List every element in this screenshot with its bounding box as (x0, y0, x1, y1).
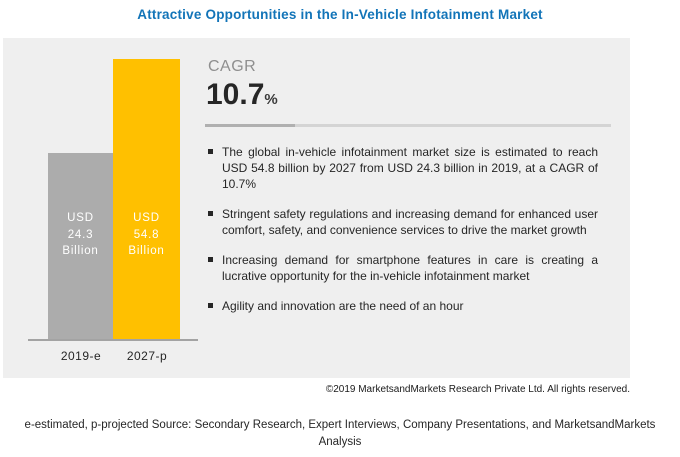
cagr-divider-line (205, 124, 611, 127)
bar-2027-label-line1: USD (133, 212, 160, 224)
bullet-text: Increasing demand for smartphone feature… (222, 253, 598, 283)
key-points-list: The global in-vehicle infotainment marke… (208, 144, 598, 328)
bullet-square-icon (208, 211, 213, 216)
copyright-notice: ©2019 MarketsandMarkets Research Private… (325, 384, 630, 395)
bar-2019-label-line3: Billion (62, 245, 99, 257)
cagr-percent-sign: % (264, 91, 278, 108)
list-item: Stringent safety regulations and increas… (208, 206, 598, 238)
x-tick-2027p: 2027-p (126, 349, 168, 363)
list-item: Agility and innovation are the need of a… (208, 298, 598, 314)
bar-2019-label-line1: USD (67, 212, 94, 224)
x-tick-2019e: 2019-e (60, 349, 102, 363)
bar-2019: USD 24.3 Billion (48, 153, 113, 340)
bar-2027-label-line2: 54.8 (133, 228, 160, 241)
bullet-text: The global in-vehicle infotainment marke… (222, 145, 598, 191)
bullet-square-icon (208, 257, 213, 262)
cagr-label: CAGR (208, 58, 257, 75)
cagr-divider-accent (205, 124, 295, 127)
bullet-square-icon (208, 149, 213, 154)
cagr-number: 10.7 (206, 78, 265, 111)
bullet-square-icon (208, 303, 213, 308)
x-axis-line (28, 339, 198, 341)
bullet-text: Stringent safety regulations and increas… (222, 207, 598, 237)
bar-2019-value-label: USD 24.3 Billion (48, 210, 113, 260)
list-item: Increasing demand for smartphone feature… (208, 252, 598, 284)
source-note: e-estimated, p-projected Source: Seconda… (24, 419, 656, 448)
page-title: Attractive Opportunities in the In-Vehic… (137, 7, 543, 22)
cagr-value: 10.7% (206, 78, 278, 112)
bar-2027: USD 54.8 Billion (113, 59, 180, 340)
bar-2027-label-line3: Billion (128, 245, 165, 257)
list-item: The global in-vehicle infotainment marke… (208, 144, 598, 192)
bullet-text: Agility and innovation are the need of a… (222, 299, 464, 313)
bar-2027-value-label: USD 54.8 Billion (113, 210, 180, 260)
bar-2019-label-line2: 24.3 (67, 228, 94, 241)
chart-panel: USD 24.3 Billion USD 54.8 Billion 2019-e… (3, 38, 630, 378)
